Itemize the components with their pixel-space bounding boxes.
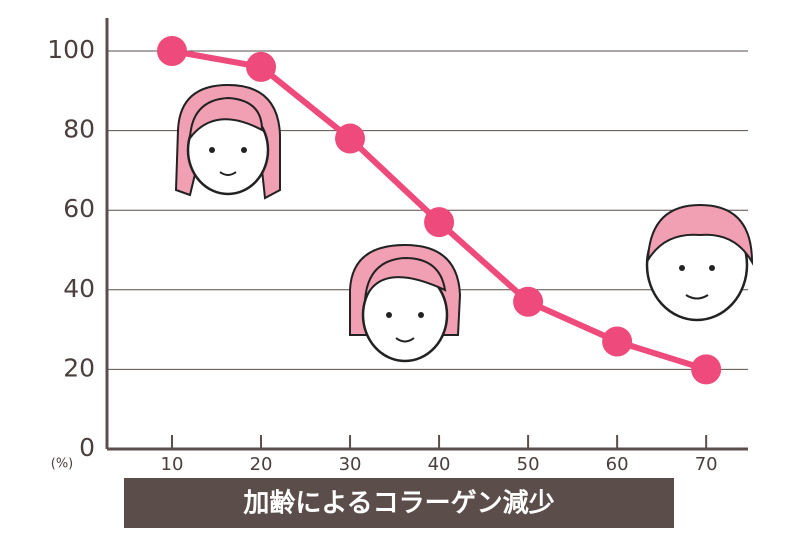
y-tick-label: 20	[63, 353, 95, 382]
data-point	[156, 36, 187, 66]
y-tick-label: 100	[47, 35, 95, 64]
x-tick-label: 50	[517, 454, 540, 475]
x-tick-label: 20	[250, 454, 273, 475]
data-point	[424, 207, 455, 238]
data-point	[513, 286, 544, 317]
face-old	[645, 203, 754, 322]
data-point	[602, 326, 633, 357]
chart-title: 加齢によるコラーゲン減少	[243, 488, 554, 519]
face-middle	[349, 243, 462, 363]
title-bar	[124, 478, 674, 528]
data-point	[246, 51, 277, 82]
face-young	[174, 83, 281, 200]
y-unit-label: (%)	[51, 457, 74, 472]
x-tick-label: 60	[606, 454, 629, 475]
y-tick-label: 80	[63, 115, 95, 144]
x-tick-label: 40	[428, 454, 451, 475]
y-tick-label: 60	[63, 194, 95, 223]
data-point	[335, 123, 366, 154]
x-tick-label: 30	[339, 454, 362, 475]
y-tick-label: 40	[63, 274, 95, 303]
data-point	[691, 354, 722, 385]
x-tick-label: 70	[695, 454, 718, 475]
y-tick-label: 0	[79, 433, 95, 462]
illustrations	[174, 83, 754, 363]
x-tick-label: 10	[161, 454, 184, 475]
